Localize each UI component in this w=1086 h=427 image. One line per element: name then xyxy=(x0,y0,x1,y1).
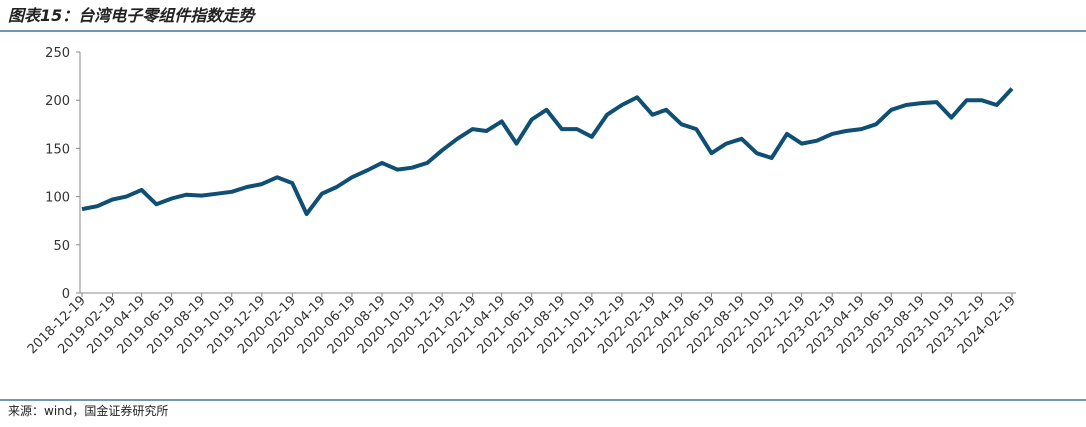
series-line xyxy=(81,87,1014,216)
y-tick-label: 200 xyxy=(45,94,70,109)
source: 来源：wind，国金证券研究所 xyxy=(8,403,168,418)
y-tick-label: 50 xyxy=(53,239,70,254)
y-tick-label: 0 xyxy=(62,287,70,302)
y-tick-label: 100 xyxy=(45,191,70,206)
y-tick-label: 150 xyxy=(45,142,70,157)
y-tick-label: 250 xyxy=(45,46,70,61)
chart-title: 图表15：台湾电子零组件指数走势 xyxy=(8,6,256,25)
